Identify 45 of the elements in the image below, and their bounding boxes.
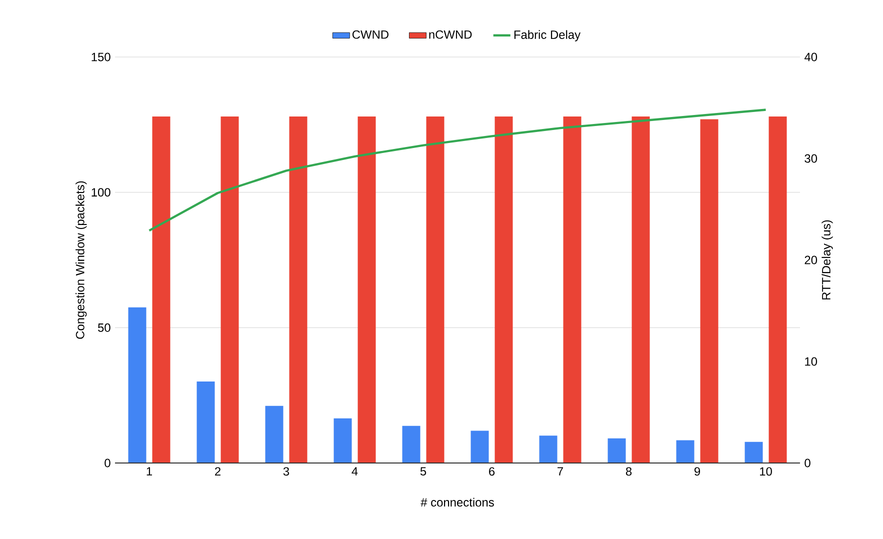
bar	[563, 116, 582, 463]
y2-tick-label: 40	[804, 52, 818, 62]
x-tick-label: 9	[694, 467, 700, 476]
x-axis-title: # connections	[420, 498, 494, 507]
bar	[426, 116, 444, 463]
y2-tick-label: 10	[805, 357, 818, 366]
x-tick-label: 8	[626, 467, 632, 476]
bar	[676, 440, 694, 463]
x-tick-label: 4	[352, 467, 358, 476]
x-tick-label: 3	[283, 467, 290, 476]
bar	[220, 116, 239, 463]
bar	[632, 116, 650, 463]
y-tick-label: 150	[92, 52, 110, 62]
y2-tick-label: 0	[804, 458, 810, 468]
bar	[265, 406, 284, 463]
x-tick-label: 7	[558, 467, 563, 476]
bar	[152, 116, 170, 463]
bar	[744, 442, 763, 463]
y-tick-label: 50	[98, 323, 110, 332]
bar	[608, 438, 626, 463]
x-tick-label: 10	[760, 467, 772, 476]
legend-label: Fabric Delay	[514, 30, 581, 42]
bar	[334, 418, 352, 463]
y2-axis-title: RTT/Delay (us)	[822, 220, 833, 300]
bar	[700, 119, 718, 463]
y-axis-title: Congestion Window (packets)	[76, 181, 87, 339]
y-tick-label: 100	[92, 188, 110, 197]
x-tick-label: 5	[420, 467, 426, 476]
bar	[402, 426, 420, 463]
bar	[358, 116, 376, 463]
bar	[470, 430, 489, 463]
legend-label: nCWND	[429, 30, 472, 39]
y-tick-label: 0	[104, 458, 110, 468]
bar	[539, 436, 558, 463]
y2-tick-label: 20	[804, 256, 818, 264]
bar	[196, 382, 215, 463]
bar	[768, 116, 787, 463]
x-tick-label: 2	[215, 467, 220, 476]
x-tick-label: 1	[146, 467, 152, 476]
x-tick-label: 6	[489, 467, 495, 476]
legend-label: CWND	[352, 30, 388, 39]
bar	[494, 116, 513, 463]
bar	[128, 307, 146, 463]
bar	[289, 116, 308, 463]
y2-tick-label: 30	[804, 154, 818, 163]
